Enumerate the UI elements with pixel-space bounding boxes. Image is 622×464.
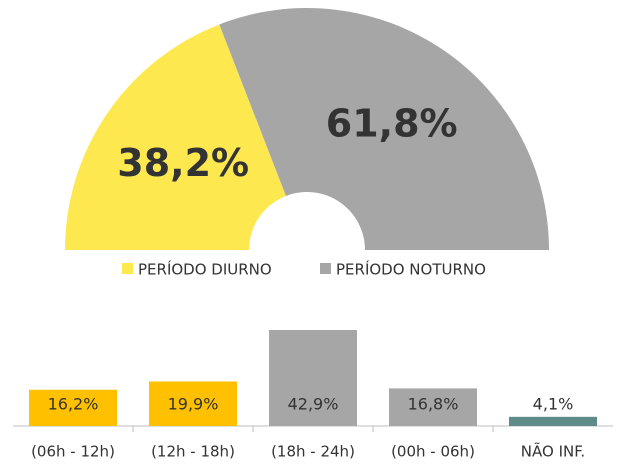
x-tick-label: (18h - 24h) [271,443,355,461]
x-tick-label: (12h - 18h) [151,443,235,461]
bar [29,389,117,426]
value-label: 4,1% [533,395,574,414]
bar [269,330,357,426]
x-tick-label: (06h - 12h) [31,443,115,461]
value-label: 19,9% [168,395,219,414]
bar [509,416,597,426]
value-label: 16,2% [48,395,99,414]
x-tick-label: NÃO INF. [521,442,585,461]
slice [219,7,550,250]
value-label: 16,8% [408,395,459,414]
x-tick-label: (00h - 06h) [391,443,475,461]
legend-label: PERÍODO NOTURNO [336,260,486,279]
bar [149,381,237,426]
legend-swatch [122,263,133,274]
slice [65,24,286,250]
legend-label: PERÍODO DIURNO [138,260,272,279]
slice-label: 38,2% [117,141,249,185]
bar [389,388,477,426]
slice-label: 61,8% [326,102,458,146]
legend-swatch [320,263,331,274]
value-label: 42,9% [288,395,339,414]
